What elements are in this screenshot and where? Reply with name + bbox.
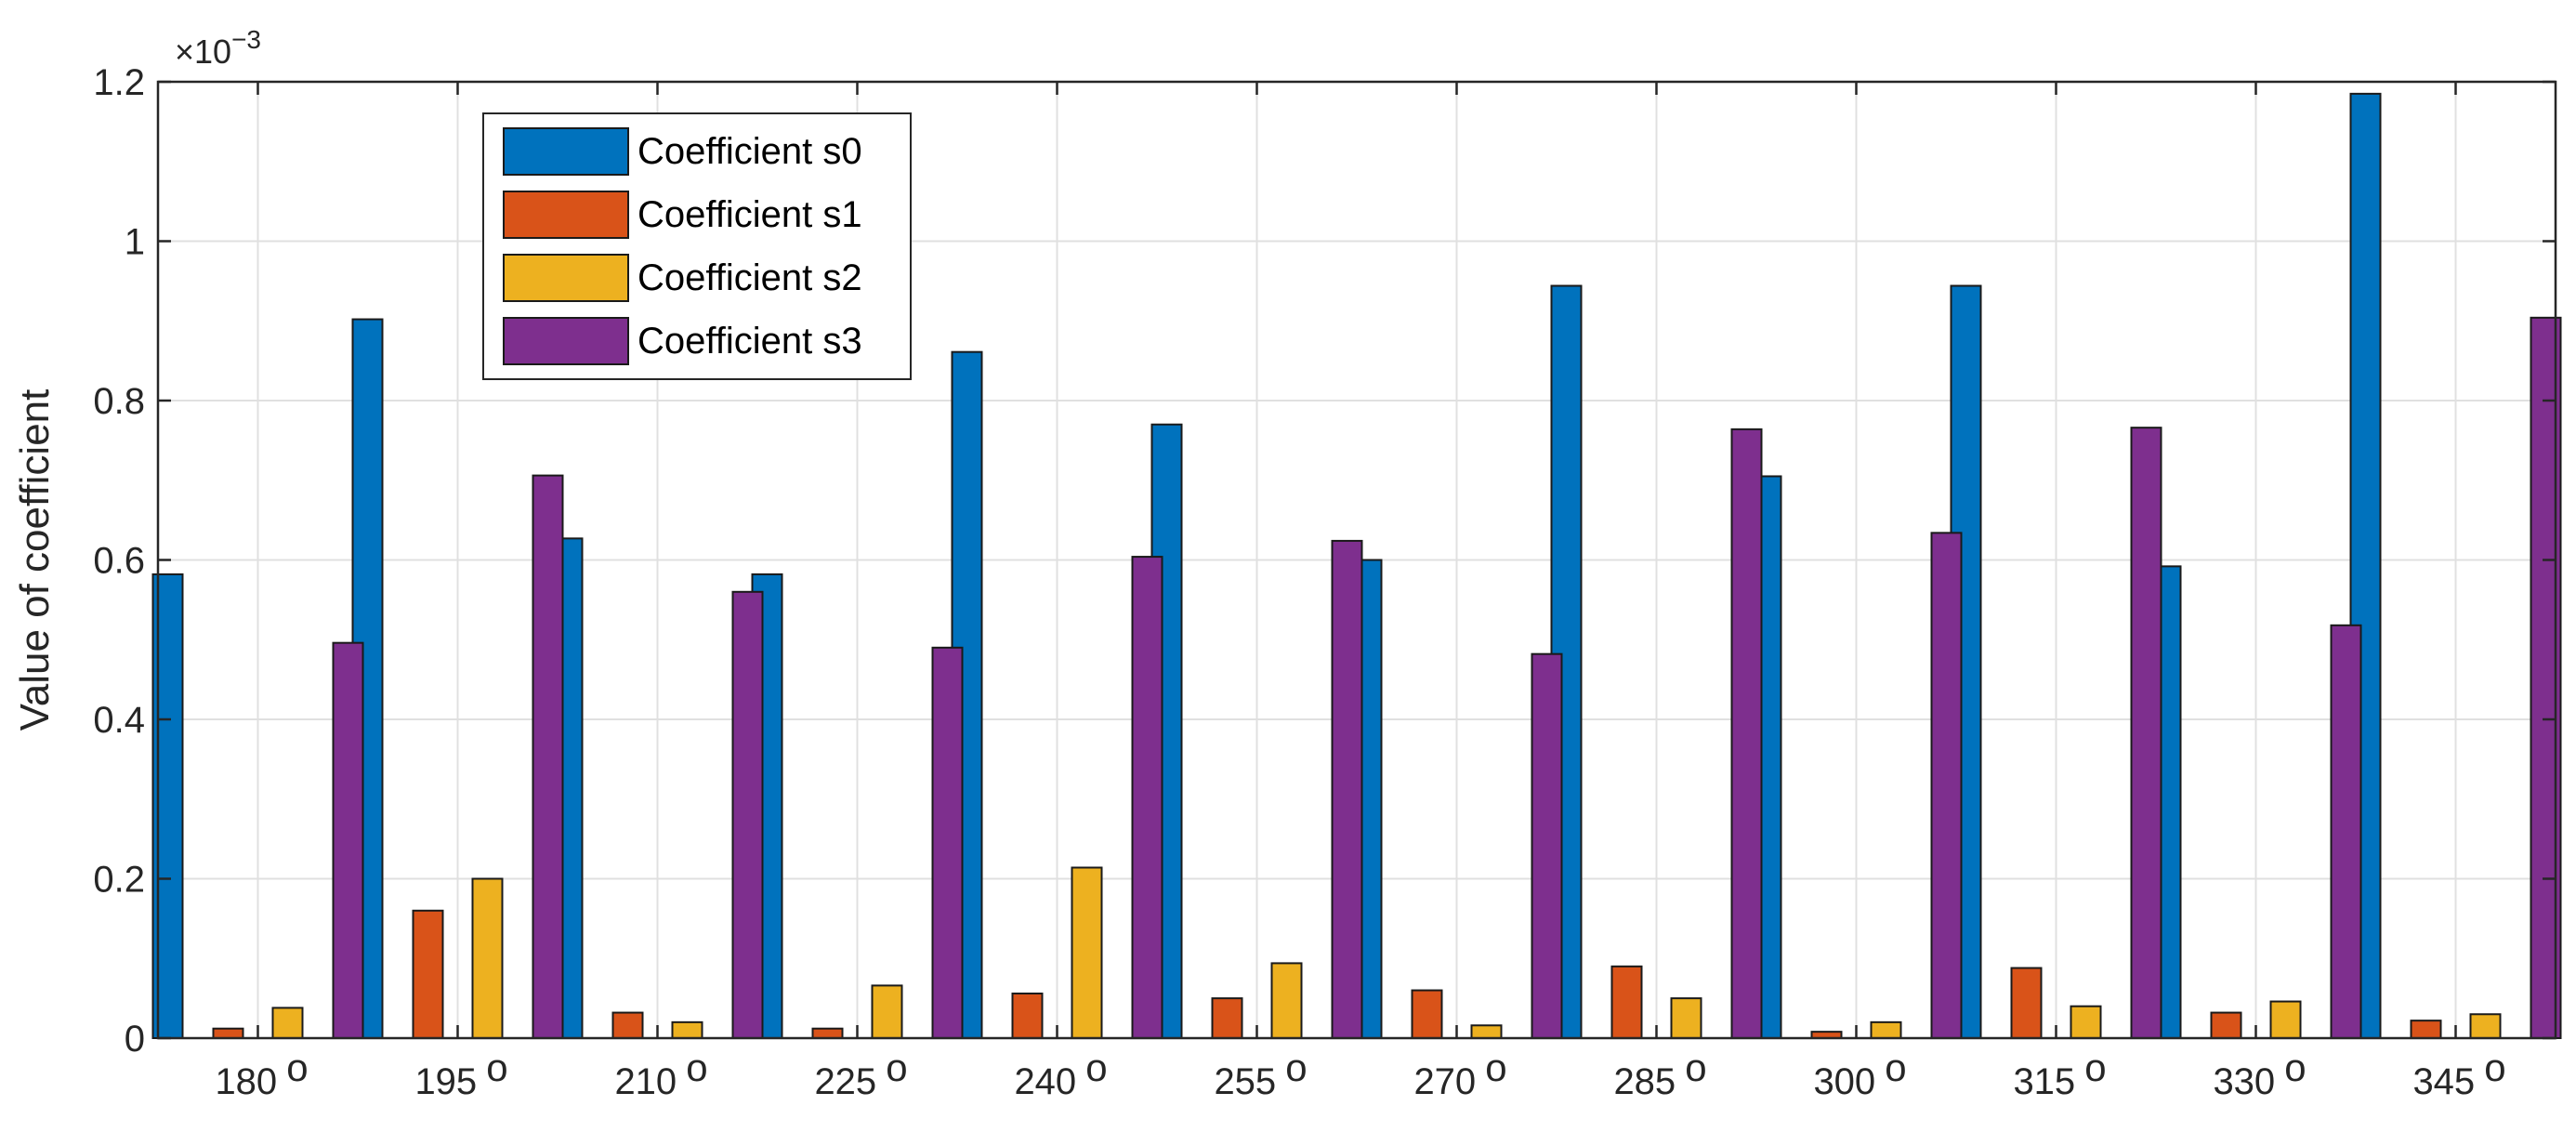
bar-coefficient-s2-345 [2469,1013,2502,1040]
y-tick-label: 0 [125,1019,145,1060]
bar-coefficient-s2-180 [271,1007,304,1040]
x-tick-label: 210 o [614,1046,707,1102]
bar-coefficient-s1-345 [2410,1020,2442,1040]
bar-coefficient-s1-255 [1211,997,1243,1039]
y-tick-label: 0.4 [93,700,145,741]
y-exponent-label: ×10−3 [175,25,261,71]
y-tick-label: 0.2 [93,860,145,901]
bar-coefficient-s3-225 [931,646,964,1039]
x-tick-label: 345 o [2412,1046,2505,1102]
bar-coefficient-s3-210 [731,590,764,1039]
bar-coefficient-s3-255 [1331,539,1363,1039]
legend-label-0: Coefficient s0 [637,131,862,172]
y-tick-label: 1 [125,222,145,263]
bar-coefficient-s3-300 [1930,532,1963,1039]
bar-coefficient-s1-225 [811,1027,844,1039]
bar-coefficient-s2-240 [1071,866,1103,1039]
legend-swatch-0 [503,127,629,176]
y-tick-label: 1.2 [93,62,145,103]
x-tick-label: 270 o [1413,1046,1506,1102]
bar-coefficient-s2-255 [1270,962,1303,1040]
bar-coefficient-s2-195 [471,877,504,1039]
bar-coefficient-s2-270 [1470,1024,1503,1040]
bar-coefficient-s2-285 [1670,997,1702,1039]
bar-coefficient-s1-240 [1011,992,1044,1039]
tick-labels: 0 0.2 0.4 0.6 0.8 1 1.2 180 o 195 o 210 o 225 o 240 o 255… [12,25,2506,1102]
bar-coefficient-s1-195 [412,909,444,1039]
bar-coefficient-s1-270 [1411,989,1443,1040]
legend: Coefficient s0 Coefficient s1 Coefficient … [482,112,912,380]
x-tick-label: 225 o [814,1046,907,1102]
x-tick-label: 330 o [2213,1046,2306,1102]
axes [156,80,2557,1040]
legend-label-3: Coefficient s3 [637,321,862,362]
legend-label-2: Coefficient s2 [637,257,862,298]
bar-coefficient-s2-210 [671,1020,703,1039]
x-tick-label: 315 o [2013,1046,2106,1102]
x-tick-label: 240 o [1014,1046,1107,1102]
bar-coefficient-s2-225 [871,984,903,1040]
bar-coefficient-s1-180 [212,1027,244,1039]
bar-coefficient-s3-330 [2330,624,2362,1039]
legend-swatch-1 [503,191,629,239]
legend-swatch-2 [503,254,629,302]
bar-coefficient-s2-315 [2070,1005,2102,1039]
x-tick-label: 180 o [215,1046,308,1102]
bar-coefficient-s1-210 [611,1011,644,1040]
y-axis-label: Value of coefficient [12,389,58,731]
bar-coefficient-s3-240 [1131,556,1163,1039]
bar-coefficient-s2-330 [2269,1000,2302,1040]
bar-coefficient-s2-300 [1870,1020,1902,1039]
x-tick-label: 300 o [1813,1046,1906,1102]
bar-coefficient-s3-180 [332,641,364,1039]
bar-coefficient-s1-330 [2210,1011,2242,1040]
x-tick-label: 285 o [1613,1046,1706,1102]
bar-coefficient-s3-285 [1730,428,1763,1039]
bar-coefficient-s1-315 [2010,967,2043,1040]
y-tick-label: 0.8 [93,381,145,422]
x-tick-label: 195 o [414,1046,507,1102]
legend-label-1: Coefficient s1 [637,194,862,235]
bar-coefficient-s1-285 [1610,965,1643,1039]
x-tick-label: 255 o [1214,1046,1307,1102]
legend-swatch-3 [503,317,629,365]
y-tick-label: 0.6 [93,541,145,582]
bar-coefficient-s3-270 [1531,652,1563,1039]
bar-coefficient-s3-195 [532,474,564,1040]
bar-coefficient-s3-315 [2130,427,2162,1039]
